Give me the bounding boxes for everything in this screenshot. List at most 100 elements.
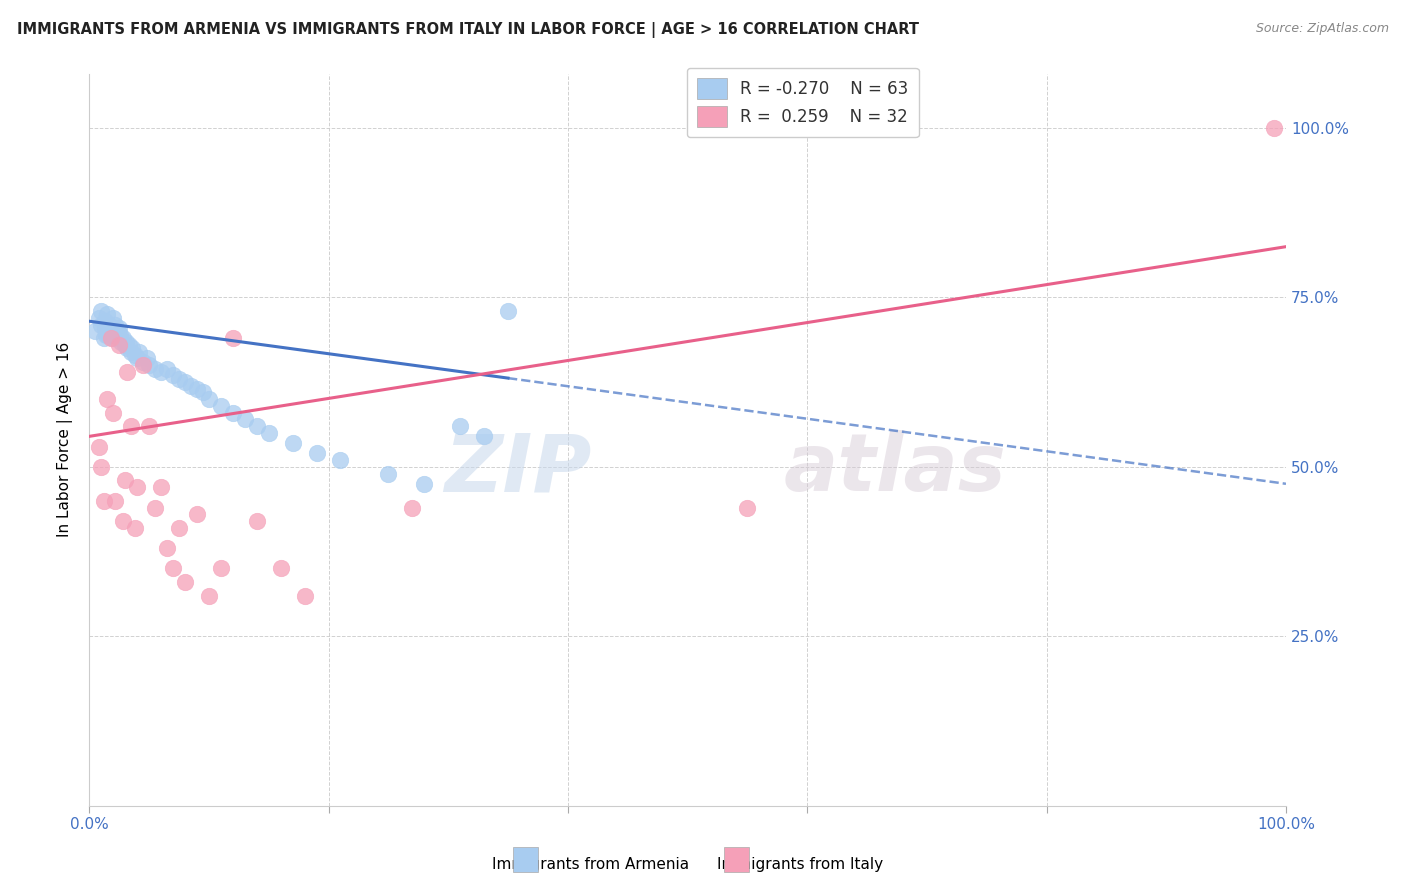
Point	[104, 493, 127, 508]
Point	[149, 480, 172, 494]
Point	[186, 508, 208, 522]
Point	[449, 419, 471, 434]
Point	[97, 324, 120, 338]
Point	[120, 419, 142, 434]
Point	[209, 399, 232, 413]
Point	[100, 321, 122, 335]
Point	[101, 331, 124, 345]
Point	[117, 338, 139, 352]
Point	[294, 589, 316, 603]
Point	[305, 446, 328, 460]
Point	[413, 476, 436, 491]
Point	[124, 521, 146, 535]
Point	[101, 406, 124, 420]
Point	[496, 304, 519, 318]
Point	[101, 324, 124, 338]
Text: Source: ZipAtlas.com: Source: ZipAtlas.com	[1256, 22, 1389, 36]
Point	[101, 327, 124, 342]
Point	[1263, 121, 1285, 136]
Y-axis label: In Labor Force | Age > 16: In Labor Force | Age > 16	[58, 343, 73, 537]
Point	[174, 574, 197, 589]
Point	[128, 344, 150, 359]
Point	[111, 331, 134, 345]
Point	[125, 480, 148, 494]
Point	[198, 589, 221, 603]
Point	[107, 324, 129, 338]
Point	[281, 436, 304, 450]
Point	[222, 331, 245, 345]
Point	[737, 500, 759, 515]
Point	[401, 500, 423, 515]
Point	[120, 344, 142, 359]
Point	[138, 358, 160, 372]
Point	[246, 419, 269, 434]
Point	[114, 338, 136, 352]
Point	[132, 355, 155, 369]
Point	[93, 331, 115, 345]
Point	[98, 318, 121, 332]
Point	[96, 392, 118, 406]
Point	[84, 324, 107, 338]
Point	[222, 406, 245, 420]
Point	[174, 375, 197, 389]
Point	[209, 561, 232, 575]
Point	[472, 429, 495, 443]
Point	[377, 467, 399, 481]
Point	[124, 348, 146, 362]
Point	[93, 321, 115, 335]
Point	[93, 314, 115, 328]
Point	[108, 338, 131, 352]
Legend: R = -0.270    N = 63, R =  0.259    N = 32: R = -0.270 N = 63, R = 0.259 N = 32	[688, 68, 918, 137]
Point	[96, 307, 118, 321]
Point	[156, 361, 179, 376]
Point	[156, 541, 179, 556]
Point	[180, 378, 202, 392]
Point	[110, 327, 132, 342]
Point	[93, 493, 115, 508]
Point	[110, 334, 132, 349]
Point	[135, 351, 157, 366]
Point	[138, 419, 160, 434]
Point	[115, 334, 138, 349]
Point	[143, 500, 166, 515]
Text: Immigrants from Armenia: Immigrants from Armenia	[492, 857, 689, 872]
Text: IMMIGRANTS FROM ARMENIA VS IMMIGRANTS FROM ITALY IN LABOR FORCE | AGE > 16 CORRE: IMMIGRANTS FROM ARMENIA VS IMMIGRANTS FR…	[17, 22, 920, 38]
Point	[90, 318, 112, 332]
Point	[101, 310, 124, 325]
Text: Immigrants from Italy: Immigrants from Italy	[717, 857, 883, 872]
Point	[105, 327, 128, 342]
Point	[108, 321, 131, 335]
Text: atlas: atlas	[783, 430, 1007, 508]
Point	[108, 331, 131, 345]
Point	[149, 365, 172, 379]
Point	[246, 514, 269, 528]
Point	[96, 318, 118, 332]
Point	[162, 368, 184, 383]
Point	[167, 521, 190, 535]
Point	[90, 459, 112, 474]
Point	[143, 361, 166, 376]
Point	[87, 440, 110, 454]
Point	[117, 341, 139, 355]
Point	[191, 385, 214, 400]
Point	[94, 327, 117, 342]
Point	[257, 425, 280, 440]
Point	[167, 372, 190, 386]
Point	[103, 327, 125, 342]
Point	[162, 561, 184, 575]
Point	[104, 318, 127, 332]
Point	[87, 310, 110, 325]
Point	[114, 474, 136, 488]
Point	[233, 412, 256, 426]
Point	[121, 341, 143, 355]
Point	[186, 382, 208, 396]
Text: ZIP: ZIP	[444, 430, 592, 508]
Point	[104, 324, 127, 338]
Point	[329, 453, 352, 467]
Point	[125, 351, 148, 366]
Point	[117, 365, 139, 379]
Point	[90, 304, 112, 318]
Point	[132, 358, 155, 372]
Point	[97, 327, 120, 342]
Point	[198, 392, 221, 406]
